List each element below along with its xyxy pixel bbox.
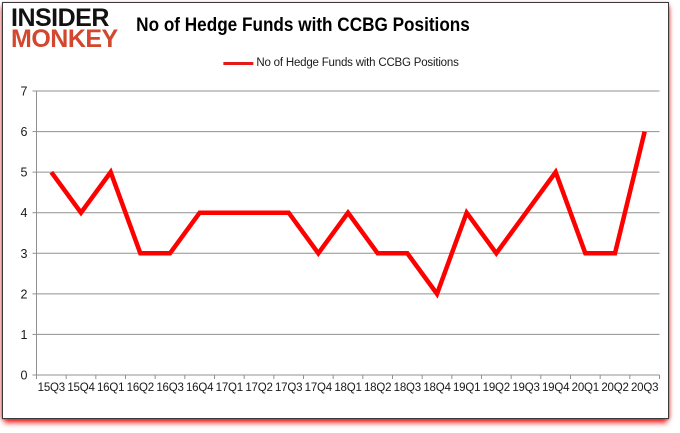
x-axis-label: 19Q3 — [512, 382, 539, 394]
legend-label: No of Hedge Funds with CCBG Positions — [256, 57, 459, 69]
x-axis-label: 20Q3 — [631, 382, 658, 394]
x-axis-label: 17Q1 — [216, 382, 243, 394]
chart-legend: No of Hedge Funds with CCBG Positions — [223, 57, 459, 69]
y-axis-label: 5 — [21, 166, 28, 180]
x-axis-label: 19Q4 — [542, 382, 570, 394]
x-axis-label: 17Q3 — [275, 382, 302, 394]
y-axis-label: 0 — [21, 369, 28, 383]
x-axis-label: 20Q1 — [572, 382, 599, 394]
x-axis-label: 16Q3 — [156, 382, 183, 394]
y-axis-label: 3 — [21, 247, 28, 261]
logo-text-insider: INSIDER — [11, 4, 109, 32]
y-axis-label: 6 — [21, 125, 28, 139]
series-line — [49, 131, 647, 299]
legend-line-marker — [223, 61, 254, 65]
x-axis-label: 18Q4 — [423, 382, 451, 394]
y-axis-label: 2 — [21, 287, 28, 301]
x-axis-label: 15Q3 — [38, 382, 65, 394]
x-axis-label: 18Q3 — [394, 382, 421, 394]
x-axis-label: 20Q2 — [601, 382, 628, 394]
y-axis-label: 7 — [21, 85, 28, 99]
x-axis-label: 19Q2 — [483, 382, 510, 394]
x-axis-label: 18Q2 — [364, 382, 391, 394]
chart-panel: INSIDER MONKEY No of Hedge Funds with CC… — [2, 2, 669, 419]
x-axis-label: 16Q4 — [186, 382, 214, 394]
x-axis-label: 16Q1 — [97, 382, 124, 394]
y-axis-label: 1 — [21, 328, 28, 342]
logo-text-monkey: MONKEY — [11, 25, 118, 53]
x-axis-label: 16Q2 — [127, 382, 154, 394]
x-axis-label: 17Q2 — [245, 382, 272, 394]
x-axis-label: 17Q4 — [305, 382, 333, 394]
line-chart: 0 1 2 3 4 5 6 7 15Q3 15Q4 16Q1 16Q2 16Q3 16Q4 17Q1 17Q2… — [21, 85, 660, 394]
chart-title: No of Hedge Funds with CCBG Positions — [136, 14, 470, 36]
insider-monkey-logo: INSIDER MONKEY — [11, 4, 118, 53]
x-axis-label: 18Q1 — [334, 382, 361, 394]
x-axis-label: 15Q4 — [67, 382, 95, 394]
x-axis-label: 19Q1 — [453, 382, 480, 394]
y-axis-label: 4 — [21, 206, 28, 220]
